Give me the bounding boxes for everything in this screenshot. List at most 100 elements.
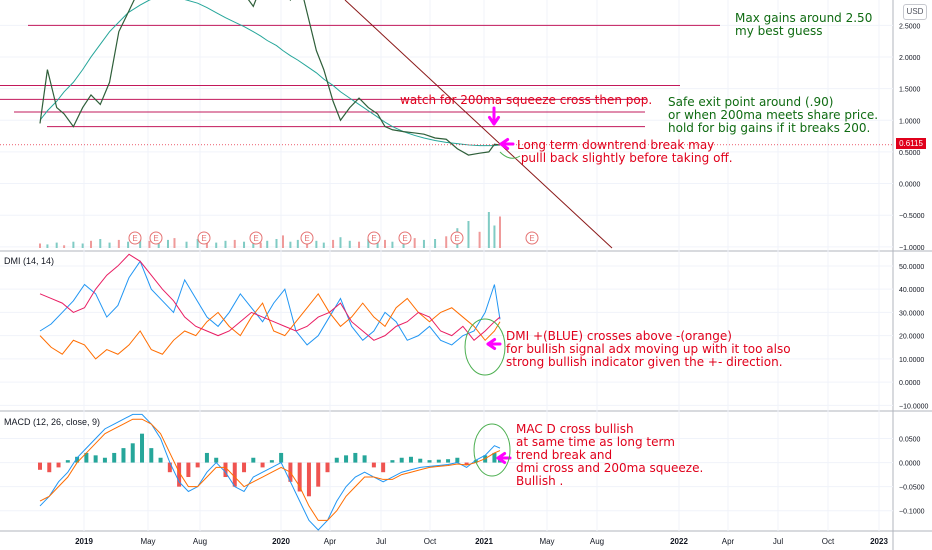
volume-bar (296, 239, 299, 248)
macd-histogram-bar (260, 462, 265, 468)
earnings-marker-circle (128, 231, 142, 245)
volume-bar (196, 239, 199, 248)
macd-histogram-bar (362, 455, 367, 463)
x-tick-label: Oct (822, 537, 835, 546)
y-tick-label: 50.0000 (899, 264, 924, 271)
volume-bar (275, 239, 278, 248)
volume-bar (108, 242, 111, 248)
dmi-di_plus-line (39, 260, 501, 346)
x-tick-label: Oct (424, 537, 437, 546)
volume-bar (243, 241, 246, 248)
volume-bar (281, 235, 284, 248)
macd-histogram-bar (102, 457, 107, 463)
dmi-pane (39, 253, 501, 360)
volume-bar (173, 238, 176, 248)
macd-histogram-bar (316, 462, 321, 487)
macd-signal-line (39, 418, 501, 521)
highlight-curve (499, 151, 521, 159)
earnings-marker-circle (197, 231, 211, 245)
y-tick-label: 0.0500 (899, 436, 921, 443)
earnings-marker-label: E (253, 234, 258, 243)
macd-histogram-bar (204, 452, 209, 463)
macd-histogram-bar (158, 457, 163, 463)
x-tick-label: 2021 (475, 537, 493, 546)
volume-bar (384, 239, 386, 248)
macd-histogram-bar (242, 462, 247, 473)
macd-histogram-bar (47, 462, 52, 473)
macd-histogram-bar (130, 443, 135, 463)
macd-histogram-bar (167, 462, 172, 473)
macd-histogram-bar (334, 457, 339, 463)
earnings-marker-label: E (371, 234, 376, 243)
volume-bar (185, 241, 188, 248)
y-tick-label: 2.0000 (899, 55, 921, 62)
arrow-left-icon-head (486, 337, 497, 351)
volume-bar (322, 242, 325, 248)
macd-histogram-bar (325, 462, 330, 473)
macd-histogram-bar (390, 460, 395, 463)
volume-bar (358, 241, 361, 248)
volume-bar (413, 238, 416, 248)
annotation-shapes (464, 106, 521, 477)
arrow-left-icon-head (496, 451, 507, 465)
macd-histogram-bar (112, 452, 117, 463)
volume-bar (487, 212, 490, 248)
macd-histogram-bar (140, 433, 145, 463)
macd-histogram-bar (214, 457, 219, 463)
volume-bar (46, 244, 49, 248)
macd-histogram-bar (344, 455, 349, 463)
x-tick-label: Jul (773, 537, 783, 546)
earnings-marker-label: E (201, 234, 206, 243)
arrow-left-icon-head (499, 137, 510, 151)
macd-histogram-bar (381, 462, 386, 473)
y-tick-label: 0.0000 (899, 380, 921, 387)
volume-bar (224, 240, 227, 248)
y-tick-label: 1.5000 (899, 87, 921, 94)
volume-bar (445, 236, 448, 248)
y-tick-label: −0.1000 (899, 509, 925, 516)
earnings-marker-label: E (529, 234, 534, 243)
dmi-adx-line (39, 253, 501, 342)
arrow-down-icon-head (487, 115, 501, 126)
earnings-marker-label: E (454, 234, 459, 243)
macd-histogram-bar (186, 462, 191, 478)
volume-bar (391, 241, 394, 248)
earnings-marker-circle (249, 231, 263, 245)
volume-bar (157, 242, 160, 248)
macd-histogram-bar (353, 452, 358, 463)
last-price-tag: 0.6115 (896, 138, 926, 149)
macd-histogram-bar (93, 455, 98, 463)
macd-histogram-bar (84, 452, 89, 463)
macd-histogram-bar (223, 462, 228, 478)
y-tick-label: −10.0000 (899, 403, 928, 410)
volume-bar (434, 239, 437, 248)
macd-histogram-bar (56, 462, 61, 468)
volume-bar (339, 237, 342, 248)
volume-bar (259, 242, 262, 248)
annotation-safe-exit: Safe exit point around (.90) or when 200… (668, 95, 879, 135)
volume-bar (493, 225, 496, 248)
y-tick-label: 30.0000 (899, 310, 924, 317)
macd-histogram-bar (427, 460, 432, 463)
dmi-pane-title: DMI (14, 14) (4, 256, 55, 266)
macd-macd-line (39, 413, 501, 531)
earnings-marker-circle (398, 231, 412, 245)
macd-histogram-bar (436, 459, 441, 463)
y-tick-label: −1.0000 (899, 245, 925, 252)
x-tick-label: Jul (376, 537, 386, 546)
dmi-di_minus-line (39, 292, 501, 360)
macd-histogram-bar (195, 462, 200, 468)
x-tick-label: 2020 (272, 537, 290, 546)
highlight-ellipse (473, 423, 511, 477)
annotation-dmi-cross: DMI +(BLUE) crosses above -(orange) for … (506, 329, 791, 369)
macd-histogram-bar (446, 459, 451, 463)
macd-histogram-bar (279, 452, 284, 463)
volume-bar (90, 240, 93, 248)
volume-bar (139, 237, 142, 248)
volume-bar (289, 241, 292, 248)
y-tick-label: 0.5000 (899, 150, 921, 157)
y-tick-label: 0.0000 (899, 461, 921, 468)
macd-histogram-bar (399, 457, 404, 463)
